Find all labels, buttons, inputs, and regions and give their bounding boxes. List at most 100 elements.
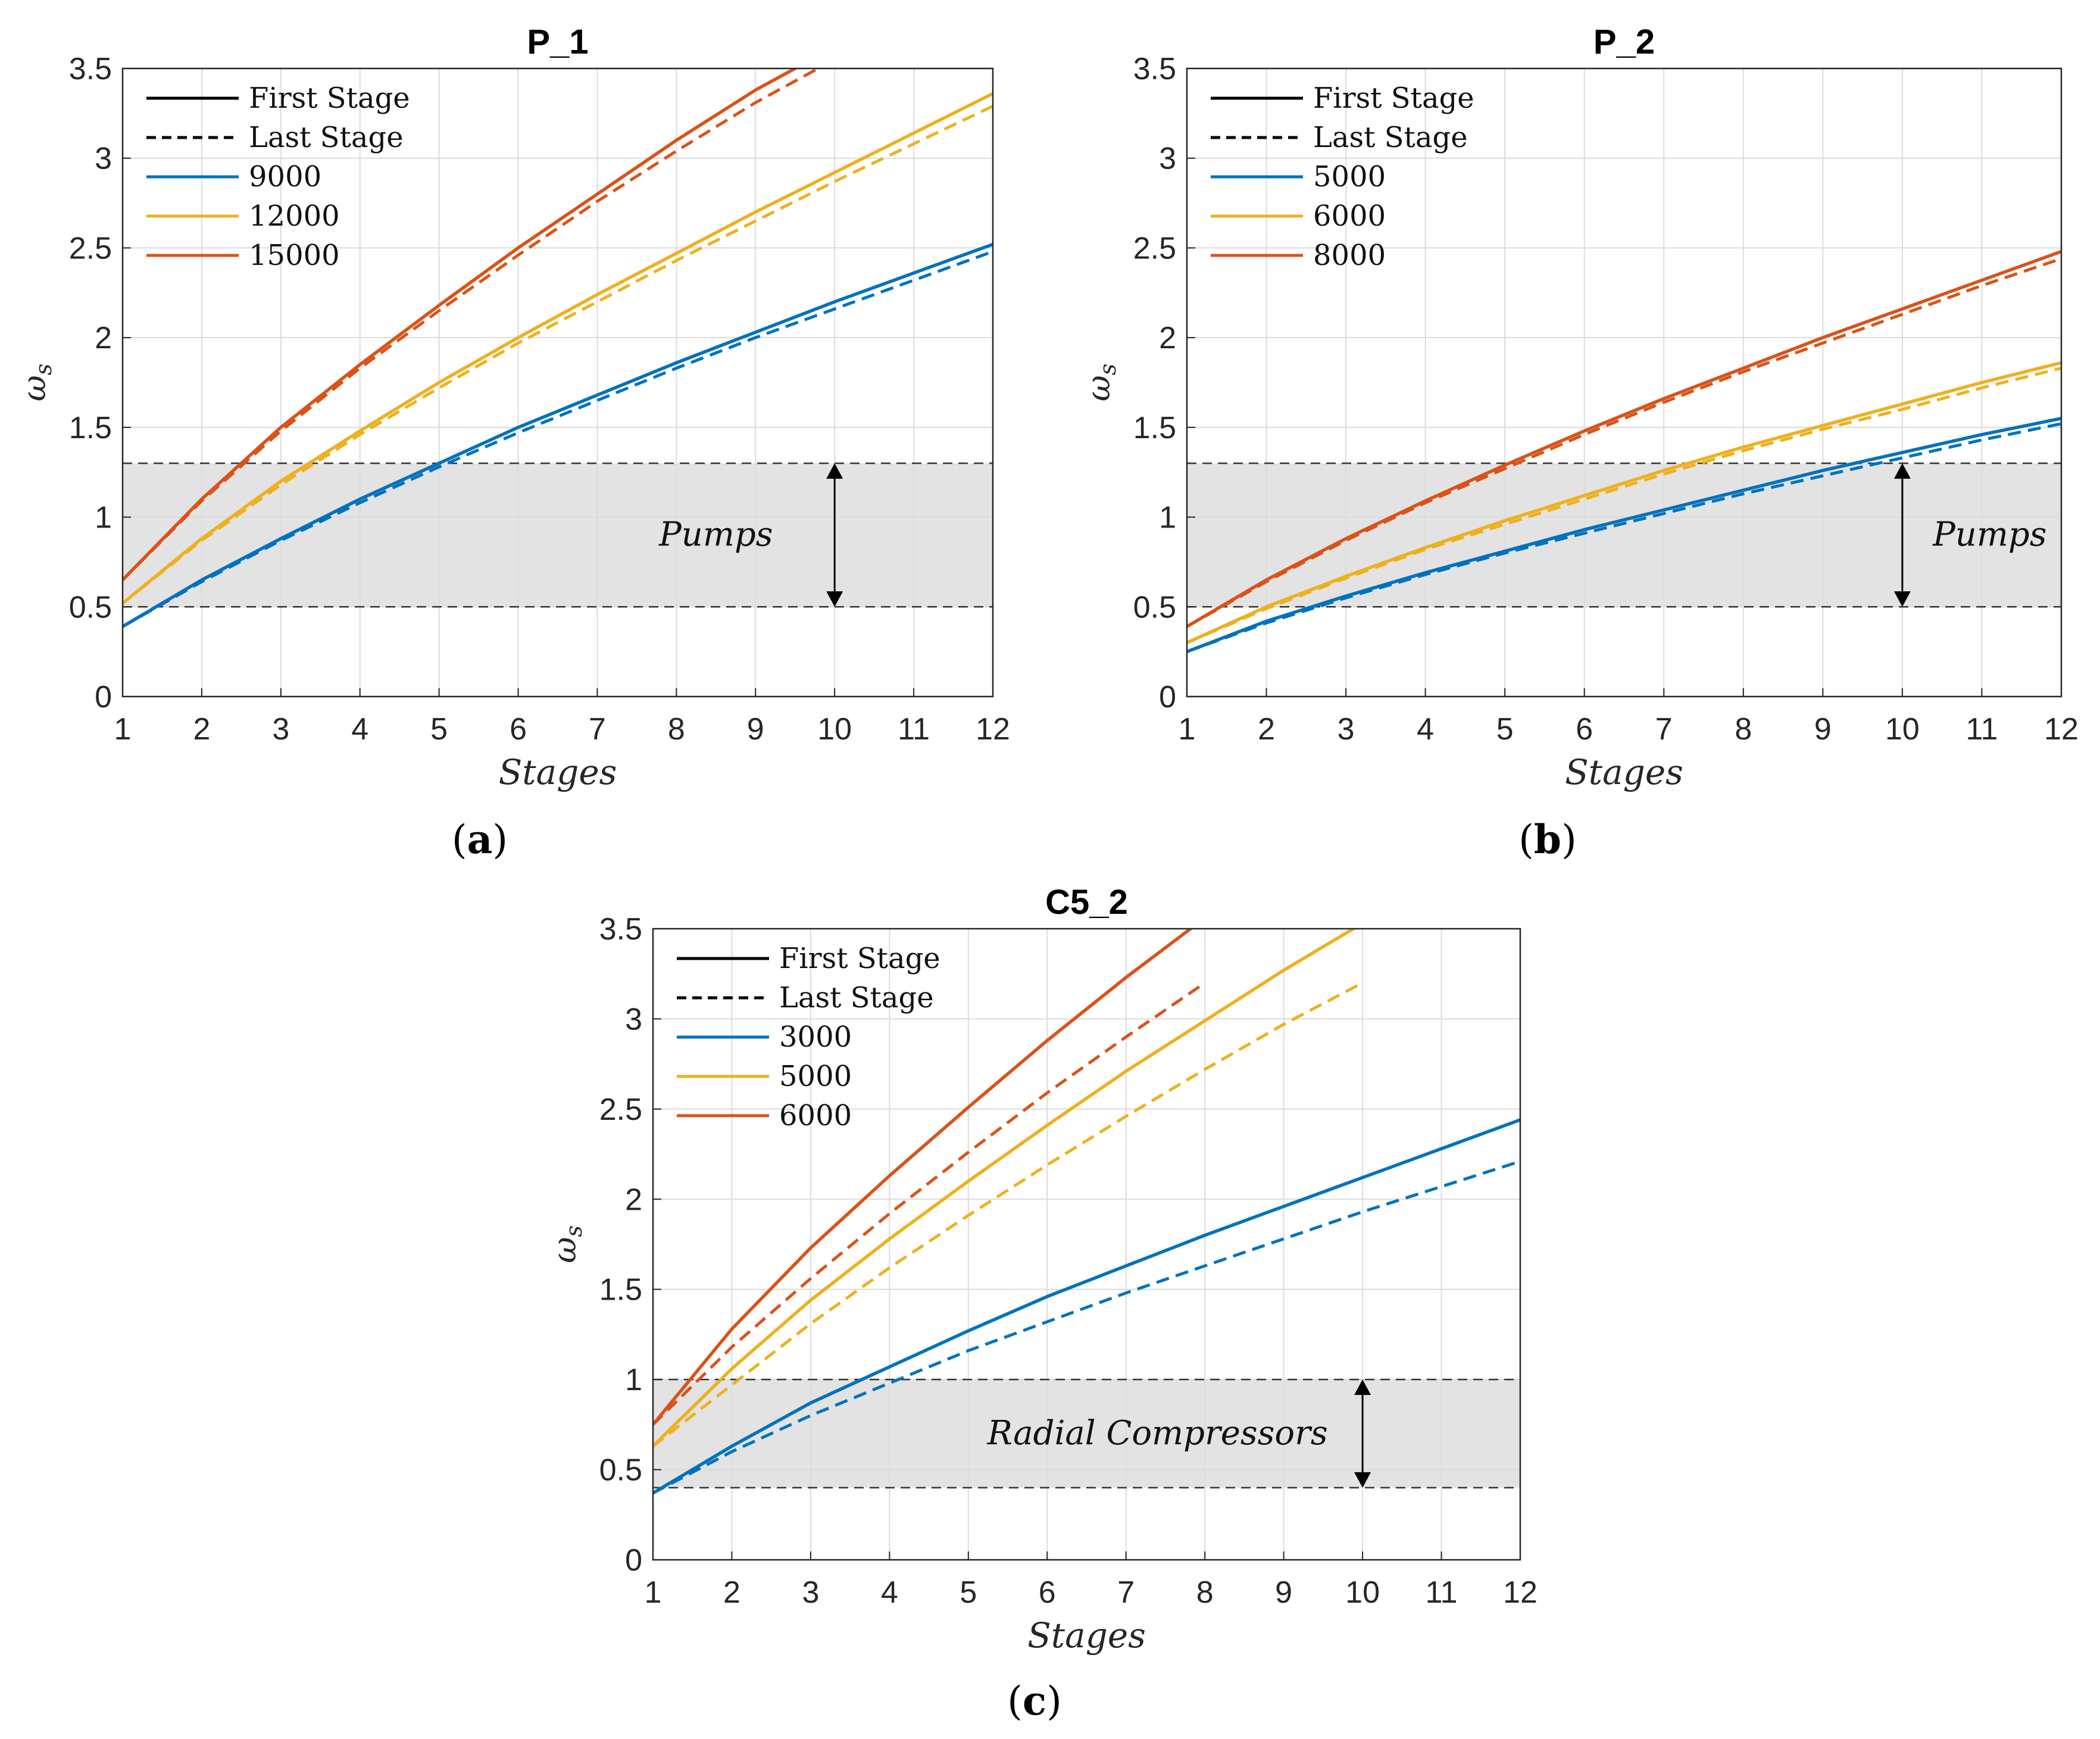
legend-series-12000-label: 12000 [249,199,340,233]
legend-last-stage-label: Last Stage [249,121,404,154]
series-line-first-stage-8000 [1187,249,2061,628]
band-label: Pumps [1932,516,2046,554]
band-region [123,463,993,607]
series-line-first-stage-6000 [653,929,1193,1426]
series-line-last-stage-3000 [653,1160,1520,1495]
legend-series-3000-label: 3000 [779,1020,852,1054]
x-tick-label: 11 [1965,712,1998,747]
y-tick-label: 0 [1159,680,1176,714]
x-tick-label: 2 [193,712,210,747]
series-line-first-stage-5000 [653,929,1357,1448]
y-tick-label: 3 [95,142,112,176]
y-axis-label-main: ω [15,375,53,401]
axes-frame [652,928,1521,1561]
x-axis-label: Stages [499,752,617,792]
legend-first-stage-label: First Stage [779,942,940,975]
y-tick-label: 1 [625,1363,642,1397]
series-line-last-stage-6000 [653,981,1206,1426]
chart-title: P_2 [1593,23,1655,61]
y-tick-label: 3.5 [599,912,642,947]
y-tick-label: 2.5 [69,231,112,266]
x-tick-label: 6 [1039,1575,1056,1610]
series-line-first-stage-3000 [653,1118,1520,1495]
legend-series-6000-label: 6000 [1313,199,1386,233]
series-line-first-stage-15000 [123,68,799,582]
series-line-last-stage-5000 [653,981,1364,1448]
series-line-last-stage-12000 [123,105,993,605]
x-tick-label: 6 [510,712,527,747]
x-tick-label: 10 [1345,1575,1380,1610]
x-tick-label: 1 [1179,712,1196,747]
series-line-first-stage-12000 [123,92,993,605]
x-tick-label: 4 [881,1575,898,1610]
legend-last-stage-label: Last Stage [779,981,934,1014]
band-arrow-head-up [826,463,843,479]
legend-last-stage-label: Last Stage [1313,121,1468,154]
x-tick-label: 8 [1196,1575,1214,1610]
y-axis-label: ωs [546,1225,587,1263]
x-tick-label: 2 [723,1575,740,1610]
x-tick-label: 5 [960,1575,977,1610]
y-tick-label: 1 [1159,501,1176,535]
x-tick-label: 11 [1426,1575,1458,1610]
caption-c: (c) [1007,1678,1062,1724]
y-tick-label: 1.5 [69,411,112,445]
caption-b: (b) [1518,816,1577,863]
x-tick-label: 12 [2044,712,2079,747]
y-tick-label: 2 [1159,321,1176,355]
y-axis-label: ωs [15,364,57,402]
y-axis-label-subscript: s [561,1225,587,1237]
chart-title: P_1 [527,23,588,61]
series-group [653,929,1520,1495]
x-tick-label: 1 [114,712,132,747]
x-tick-label: 7 [589,712,606,747]
band-arrow-head-up [1354,1379,1371,1395]
y-axis-label-main: ω [546,1237,583,1263]
y-tick-label: 3 [625,1002,642,1036]
series-line-first-stage-9000 [123,242,993,628]
x-tick-label: 3 [802,1575,819,1610]
series-line-first-stage-5000 [1187,417,2061,654]
band-label: Pumps [658,516,773,554]
axes-frame [1186,67,2062,698]
y-tick-label: 0 [95,680,112,714]
y-axis-label: ωs [1080,364,1121,402]
band-arrow-head-up [1893,463,1911,479]
y-tick-label: 0.5 [69,590,112,625]
legend-first-stage-label: First Stage [1313,82,1474,115]
y-tick-label: 1 [95,501,112,535]
x-tick-label: 10 [817,712,852,747]
y-tick-label: 3.5 [69,52,112,86]
x-tick-label: 12 [1503,1575,1538,1610]
series-line-last-stage-5000 [1187,422,2061,653]
x-axis-label: Stages [1565,752,1683,792]
x-tick-label: 9 [1275,1575,1292,1610]
x-tick-label: 5 [1496,712,1514,747]
y-tick-label: 0.5 [1133,590,1176,625]
y-tick-label: 1.5 [599,1273,642,1307]
y-tick-label: 3 [1159,142,1176,176]
x-tick-label: 9 [747,712,764,747]
band-arrow-head-down [826,591,843,607]
legend-series-9000-label: 9000 [249,160,321,193]
x-tick-label: 12 [976,712,1010,747]
y-axis-label-main: ω [1080,375,1117,401]
series-line-first-stage-6000 [1187,361,2061,645]
legend-series-5000-label: 5000 [779,1060,852,1093]
legend-series-8000-label: 8000 [1313,239,1386,272]
x-tick-label: 3 [272,712,289,747]
y-tick-label: 0 [625,1543,642,1578]
y-axis-label-subscript: s [30,364,57,376]
x-tick-label: 2 [1258,712,1275,747]
y-tick-label: 1.5 [1133,411,1176,445]
band-arrow-head-down [1354,1472,1371,1488]
y-tick-label: 0.5 [599,1453,642,1488]
legend-first-stage-label: First Stage [249,82,410,115]
band-label: Radial Compressors [987,1414,1328,1453]
series-line-last-stage-15000 [123,68,821,581]
legend-series-15000-label: 15000 [249,239,340,272]
axes-frame [121,67,994,698]
x-tick-label: 9 [1814,712,1832,747]
